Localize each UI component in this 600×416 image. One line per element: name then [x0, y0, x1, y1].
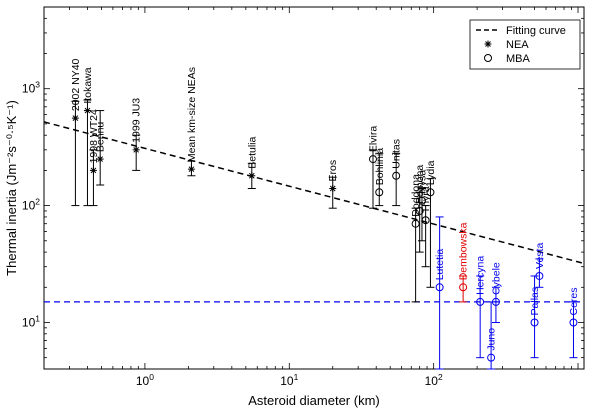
mba-point [569, 318, 578, 327]
nea-point [83, 107, 91, 115]
curves [44, 121, 584, 303]
star-stroke [72, 115, 79, 121]
nea-point [248, 172, 256, 180]
star-stroke [97, 156, 104, 162]
nea-point [329, 185, 337, 193]
point-label: 1999 JU3 [131, 98, 143, 143]
legend-circle-swatch [484, 54, 492, 62]
mba-point [435, 283, 444, 292]
mba-point [476, 297, 485, 306]
point-label: Doddona [410, 174, 422, 217]
nea-point [71, 114, 79, 122]
mba-point [415, 206, 424, 215]
tick-labels: 100 101 102 101 102 103 [22, 80, 443, 388]
mba-point [426, 188, 435, 197]
point-label: Itokawa [82, 67, 94, 103]
point-label: Unitas [391, 139, 403, 169]
point-label: Dembowska [458, 222, 470, 280]
mba-point [530, 318, 539, 327]
point-label: Vesta [534, 243, 546, 269]
nea-point [132, 146, 140, 154]
mba-point [417, 196, 426, 205]
star-stroke [248, 172, 255, 179]
mba-point [535, 271, 544, 280]
point-label: Pallas [529, 287, 541, 316]
point-label: Lutetia [434, 249, 446, 281]
legend-star-swatch [484, 40, 492, 48]
mba-point [392, 171, 401, 180]
legend-entry-label: NEA [506, 39, 529, 51]
point-label: Cybele [490, 262, 502, 295]
mba-point [411, 219, 420, 228]
legend-entry-label: MBA [506, 53, 531, 65]
mba-point [487, 353, 496, 362]
point-label: Ceres [568, 287, 580, 315]
star-stroke [84, 107, 91, 114]
y-axis-label: Thermal inertia (Jm⁻²s⁻⁰·⁵K⁻¹) [4, 100, 19, 276]
mba-point [375, 188, 384, 197]
x-tick-label: 101 [280, 372, 298, 388]
nea-point [187, 165, 195, 173]
x-tick-label: 102 [425, 372, 443, 388]
point-label: Mean km-size NEAs [186, 67, 198, 162]
plot-area [43, 6, 585, 370]
star-stroke [90, 167, 97, 174]
point-label: Lydia [425, 160, 437, 185]
fitting-curve [44, 121, 584, 265]
legend: Fitting curve NEA MBA [469, 19, 581, 70]
point-label: Bennu [95, 122, 107, 153]
point-label: Nysa [416, 170, 428, 194]
axis-ticks [43, 6, 584, 370]
point-label: Elvira [367, 126, 379, 152]
point-label: Thyra [420, 186, 432, 213]
point-label: 1998 WT24 [88, 109, 100, 163]
point-label: Eros [327, 160, 339, 182]
legend-entry-label: Fitting curve [506, 25, 566, 37]
point-label: Hercyna [475, 256, 487, 295]
star-stroke [329, 185, 336, 192]
star-stroke [133, 146, 140, 153]
x-axis-label: Asteroid diameter (km) [248, 393, 379, 408]
star-stroke [485, 41, 491, 47]
y-tick-label: 101 [22, 313, 40, 329]
nea-point [89, 166, 97, 174]
mba-point [421, 216, 430, 225]
mba-point [491, 297, 500, 306]
y-tick-label: 103 [22, 80, 40, 96]
mba-point [459, 283, 468, 292]
point-label: Bohlinia [374, 148, 386, 186]
point-label: Juno [486, 328, 498, 351]
nea-point [96, 155, 104, 163]
y-tick-label: 102 [22, 197, 40, 213]
point-label: Betulia [246, 136, 258, 168]
point-label: Pomona [414, 165, 426, 204]
star-stroke [188, 166, 195, 172]
mba-point [368, 155, 377, 164]
x-tick-label: 100 [136, 372, 154, 388]
point-label: 2002 NY40 [70, 58, 82, 111]
